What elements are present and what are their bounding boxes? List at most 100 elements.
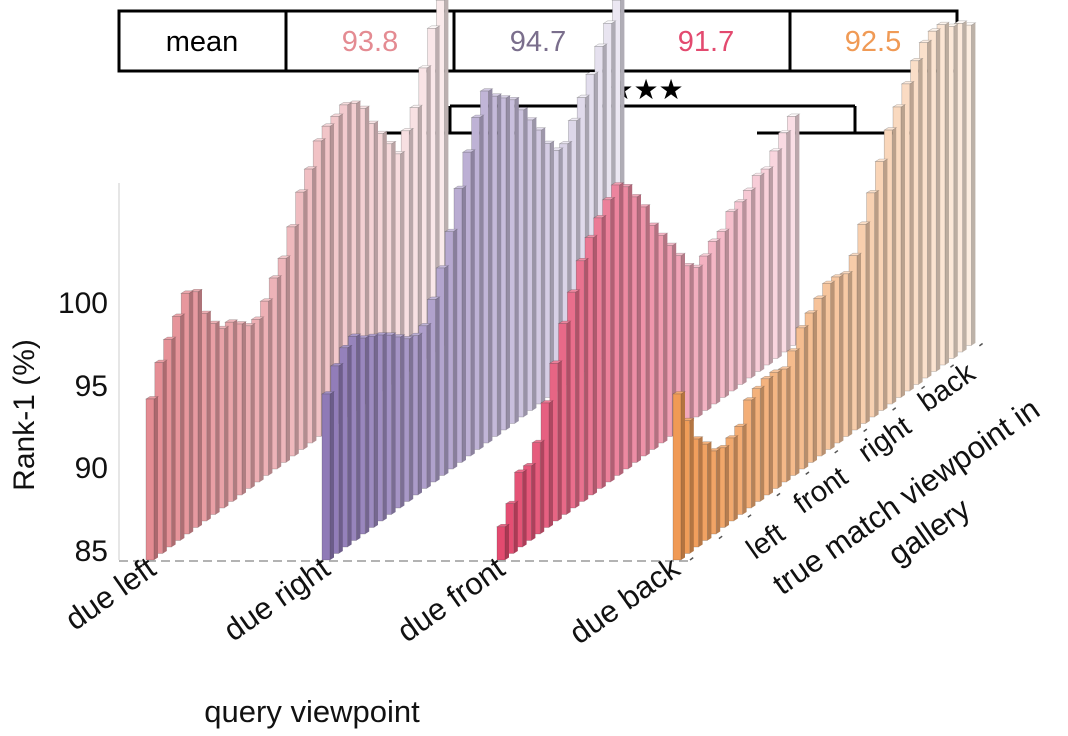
bar-side (707, 253, 712, 411)
bar-side (663, 233, 668, 443)
mean-table-header: mean (166, 26, 239, 58)
bar-side (303, 189, 308, 450)
bar-due-back-19 (839, 271, 854, 437)
bar-side (444, 265, 449, 476)
bar-side (453, 229, 458, 469)
bar-side (901, 104, 905, 398)
bar-side (215, 321, 220, 515)
bar-side (277, 275, 282, 469)
bar-side (874, 190, 879, 417)
bar-side (162, 360, 167, 554)
bar-due-right-1 (329, 363, 344, 554)
y-tick-label: 90 (75, 452, 108, 485)
bar-side (698, 436, 703, 547)
bar-due-left-5 (188, 288, 204, 528)
bar-face (321, 393, 331, 561)
bar-due-front-3 (522, 462, 537, 541)
bar-side (645, 204, 650, 456)
bar-side (593, 235, 597, 495)
bar-side (628, 184, 633, 470)
bar-due-left-3 (171, 313, 186, 541)
bar-side (514, 97, 519, 424)
bar-due-front-27 (733, 199, 748, 385)
bar-side (813, 310, 817, 463)
bar-side (909, 81, 914, 392)
bar-side (654, 222, 659, 450)
bar-side (540, 440, 545, 534)
bar-side (689, 418, 694, 554)
bar-side (610, 197, 615, 483)
x-tick-label-due-right: due right (217, 550, 336, 648)
bar-side (550, 141, 554, 398)
bar-side (945, 22, 949, 365)
x-tick-label-due-back: due back (563, 550, 687, 651)
bar-side (848, 271, 853, 437)
bar-side (962, 20, 967, 352)
bar-side (575, 289, 580, 508)
bar-due-left-16 (285, 224, 300, 457)
bar-side (522, 469, 527, 547)
bar-side (497, 93, 502, 437)
bar-side (206, 311, 211, 521)
bar-side (681, 391, 685, 560)
bar-due-right-19 (488, 93, 503, 437)
bar-side (374, 121, 378, 398)
bar-side (689, 263, 694, 424)
bar-side (268, 298, 273, 476)
bar-side (330, 123, 334, 430)
x-axis-title: query viewpoint (204, 694, 420, 729)
mean-value-due-back: 92.5 (845, 26, 901, 58)
bar-face (145, 398, 155, 561)
bar-side (356, 333, 361, 541)
bar-side (830, 281, 835, 450)
bar-due-front-16 (636, 204, 651, 457)
bar-due-front-7 (557, 320, 572, 515)
bar-side (769, 166, 773, 365)
bar-due-right-6 (373, 332, 388, 522)
bar-side (681, 253, 685, 430)
bar-side (698, 265, 703, 417)
bar-side (338, 113, 343, 424)
depth-tick-label-left: left (741, 517, 791, 565)
y-tick-label: 100 (58, 287, 108, 320)
bar-due-back-32 (953, 20, 968, 353)
bar-due-back-0 (671, 391, 687, 561)
y-axis-title: Rank-1 (%) (8, 339, 41, 491)
bar-due-left-18 (303, 166, 318, 444)
bar-side (523, 107, 528, 418)
bar-side (470, 149, 475, 456)
bar-side (927, 40, 932, 379)
bar-side (857, 253, 861, 430)
bar-side (180, 313, 185, 541)
bar-due-left-4 (180, 290, 195, 535)
bar-side (725, 445, 729, 528)
bar-side (233, 319, 238, 502)
bar-due-front-31 (768, 148, 783, 359)
bar-side (786, 130, 791, 352)
bar-side (391, 332, 396, 515)
bar-side (409, 336, 414, 502)
bar-due-front-0 (495, 523, 511, 561)
bar-side (601, 215, 606, 489)
bar-side (409, 128, 414, 372)
bar-side (400, 334, 405, 508)
bar-side (584, 258, 589, 502)
bar-side (936, 28, 941, 372)
bar-side (751, 397, 756, 508)
mean-value-due-left: 93.8 (342, 26, 398, 58)
bar-side (365, 335, 370, 534)
bar-side (742, 424, 747, 515)
bar-due-front-23 (698, 253, 713, 411)
bar-side (532, 117, 537, 411)
bar-due-back-22 (865, 190, 880, 418)
bar-side (356, 100, 361, 411)
bar-due-right-0 (320, 391, 336, 561)
axes: 85 90 95 100 Rank-1 (%) (8, 183, 991, 568)
bar-side (250, 323, 255, 489)
bar-due-right-10 (408, 332, 424, 496)
bar-side (479, 115, 484, 450)
bar-side (786, 366, 791, 482)
bar-due-back-18 (830, 274, 845, 444)
bar-due-front-25 (715, 228, 731, 398)
bar-due-front-32 (777, 130, 792, 353)
